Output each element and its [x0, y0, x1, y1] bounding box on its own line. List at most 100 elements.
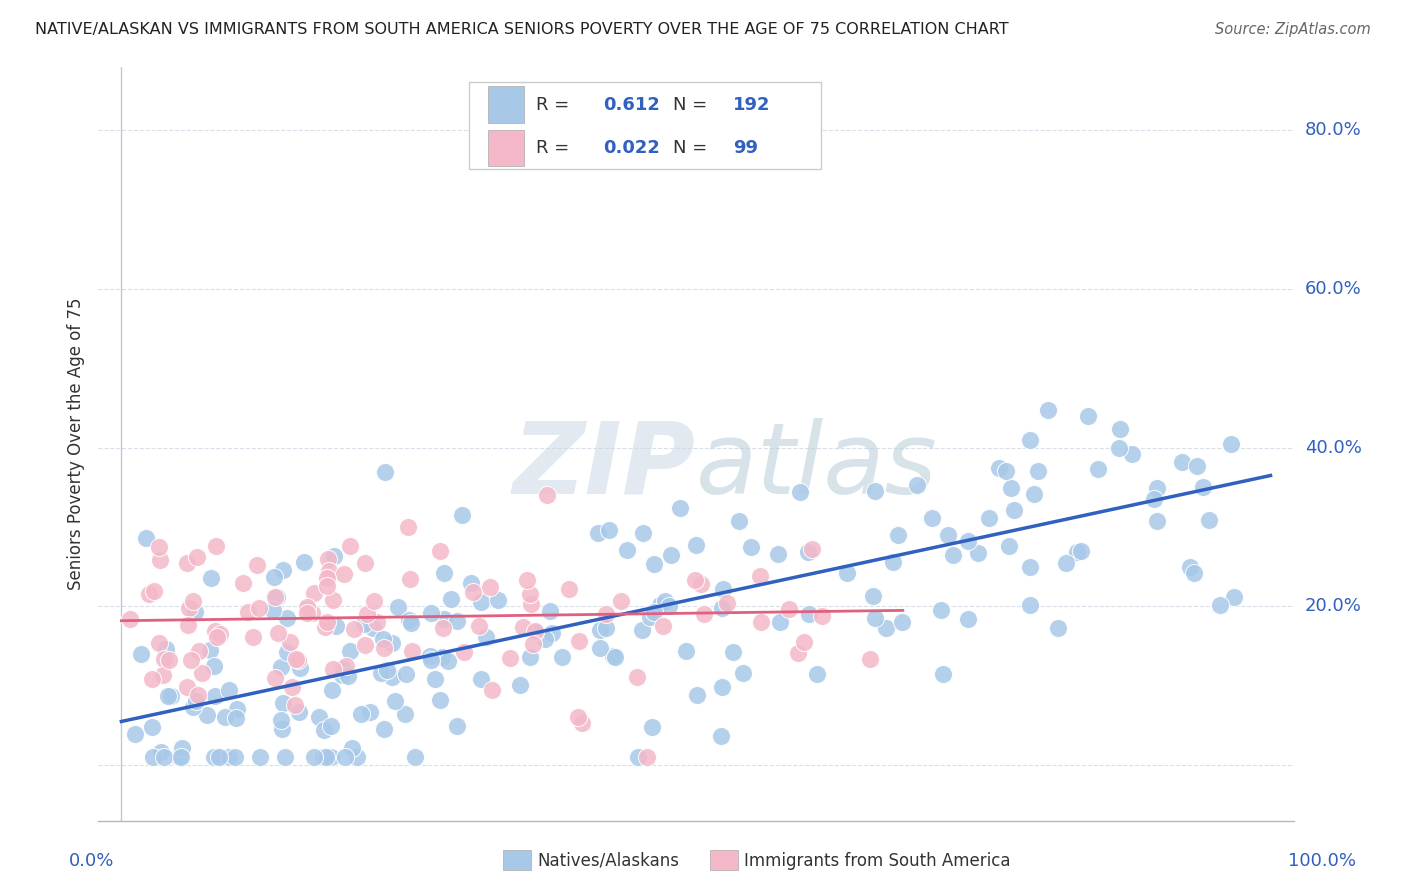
Point	[1146, 481, 1168, 495]
Point	[987, 461, 1010, 475]
Point	[318, 564, 340, 578]
Point	[675, 643, 697, 657]
Point	[187, 688, 209, 702]
Point	[905, 478, 928, 492]
Point	[129, 648, 152, 662]
Point	[316, 552, 339, 566]
Point	[142, 584, 165, 599]
Point	[208, 750, 231, 764]
Point	[205, 630, 228, 644]
Point	[208, 750, 231, 764]
Point	[891, 615, 914, 629]
Point	[887, 528, 910, 542]
Text: atlas: atlas	[696, 417, 938, 515]
Point	[1087, 462, 1109, 476]
Point	[636, 750, 658, 764]
Point	[209, 627, 232, 641]
Point	[247, 600, 270, 615]
Point	[716, 596, 738, 610]
Point	[461, 585, 484, 599]
FancyBboxPatch shape	[488, 129, 524, 166]
Point	[640, 720, 662, 734]
Point	[648, 598, 671, 612]
Point	[375, 663, 398, 677]
Point	[1019, 598, 1042, 612]
Point	[486, 593, 509, 607]
Point	[1000, 481, 1022, 495]
Point	[643, 605, 665, 619]
Point	[1054, 557, 1077, 571]
Point	[1002, 503, 1025, 517]
Point	[141, 720, 163, 734]
Point	[787, 646, 810, 660]
Point	[626, 750, 648, 764]
Point	[797, 545, 820, 559]
Text: 0.0%: 0.0%	[69, 852, 114, 870]
Point	[652, 618, 675, 632]
Point	[177, 618, 200, 632]
Point	[1026, 464, 1049, 478]
Point	[921, 511, 943, 525]
Point	[710, 681, 733, 695]
Point	[354, 556, 377, 570]
Point	[232, 576, 254, 591]
Point	[740, 540, 762, 554]
FancyBboxPatch shape	[470, 82, 821, 169]
Point	[470, 672, 492, 686]
Point	[314, 619, 336, 633]
Point	[425, 672, 447, 686]
Point	[381, 670, 404, 684]
Point	[288, 660, 311, 674]
Point	[1121, 447, 1143, 461]
Point	[148, 540, 170, 554]
Point	[541, 625, 564, 640]
Point	[420, 653, 443, 667]
Point	[837, 566, 859, 581]
Point	[292, 556, 315, 570]
Point	[728, 514, 751, 528]
Point	[297, 602, 319, 616]
Point	[440, 591, 463, 606]
Text: NATIVE/ALASKAN VS IMMIGRANTS FROM SOUTH AMERICA SENIORS POVERTY OVER THE AGE OF : NATIVE/ALASKAN VS IMMIGRANTS FROM SOUTH …	[35, 22, 1008, 37]
Point	[1208, 599, 1230, 613]
Point	[271, 696, 294, 710]
Point	[218, 683, 240, 698]
Point	[571, 715, 593, 730]
Text: ZIP: ZIP	[513, 417, 696, 515]
Point	[339, 539, 361, 553]
Point	[148, 552, 170, 566]
Text: 60.0%: 60.0%	[1305, 280, 1361, 298]
Point	[519, 597, 541, 611]
Point	[1198, 513, 1220, 527]
Point	[994, 464, 1017, 478]
Point	[749, 615, 772, 629]
Point	[404, 750, 426, 764]
Point	[297, 606, 319, 620]
Point	[276, 645, 298, 659]
Point	[335, 658, 357, 673]
Point	[262, 603, 284, 617]
Point	[384, 694, 406, 708]
Point	[478, 580, 501, 594]
Point	[801, 541, 824, 556]
Point	[1038, 402, 1060, 417]
Point	[124, 727, 146, 741]
Point	[1220, 436, 1243, 450]
Point	[321, 750, 343, 764]
Point	[354, 638, 377, 652]
Point	[281, 680, 304, 694]
Point	[595, 621, 617, 635]
Point	[366, 615, 388, 630]
Point	[626, 670, 648, 684]
Point	[316, 571, 339, 585]
Point	[270, 659, 292, 673]
Point	[374, 465, 396, 479]
Point	[1019, 434, 1042, 448]
Point	[1170, 455, 1192, 469]
Point	[534, 632, 557, 647]
Point	[225, 702, 247, 716]
Point	[359, 705, 381, 719]
Point	[204, 624, 226, 639]
Point	[270, 713, 292, 727]
Point	[316, 579, 339, 593]
